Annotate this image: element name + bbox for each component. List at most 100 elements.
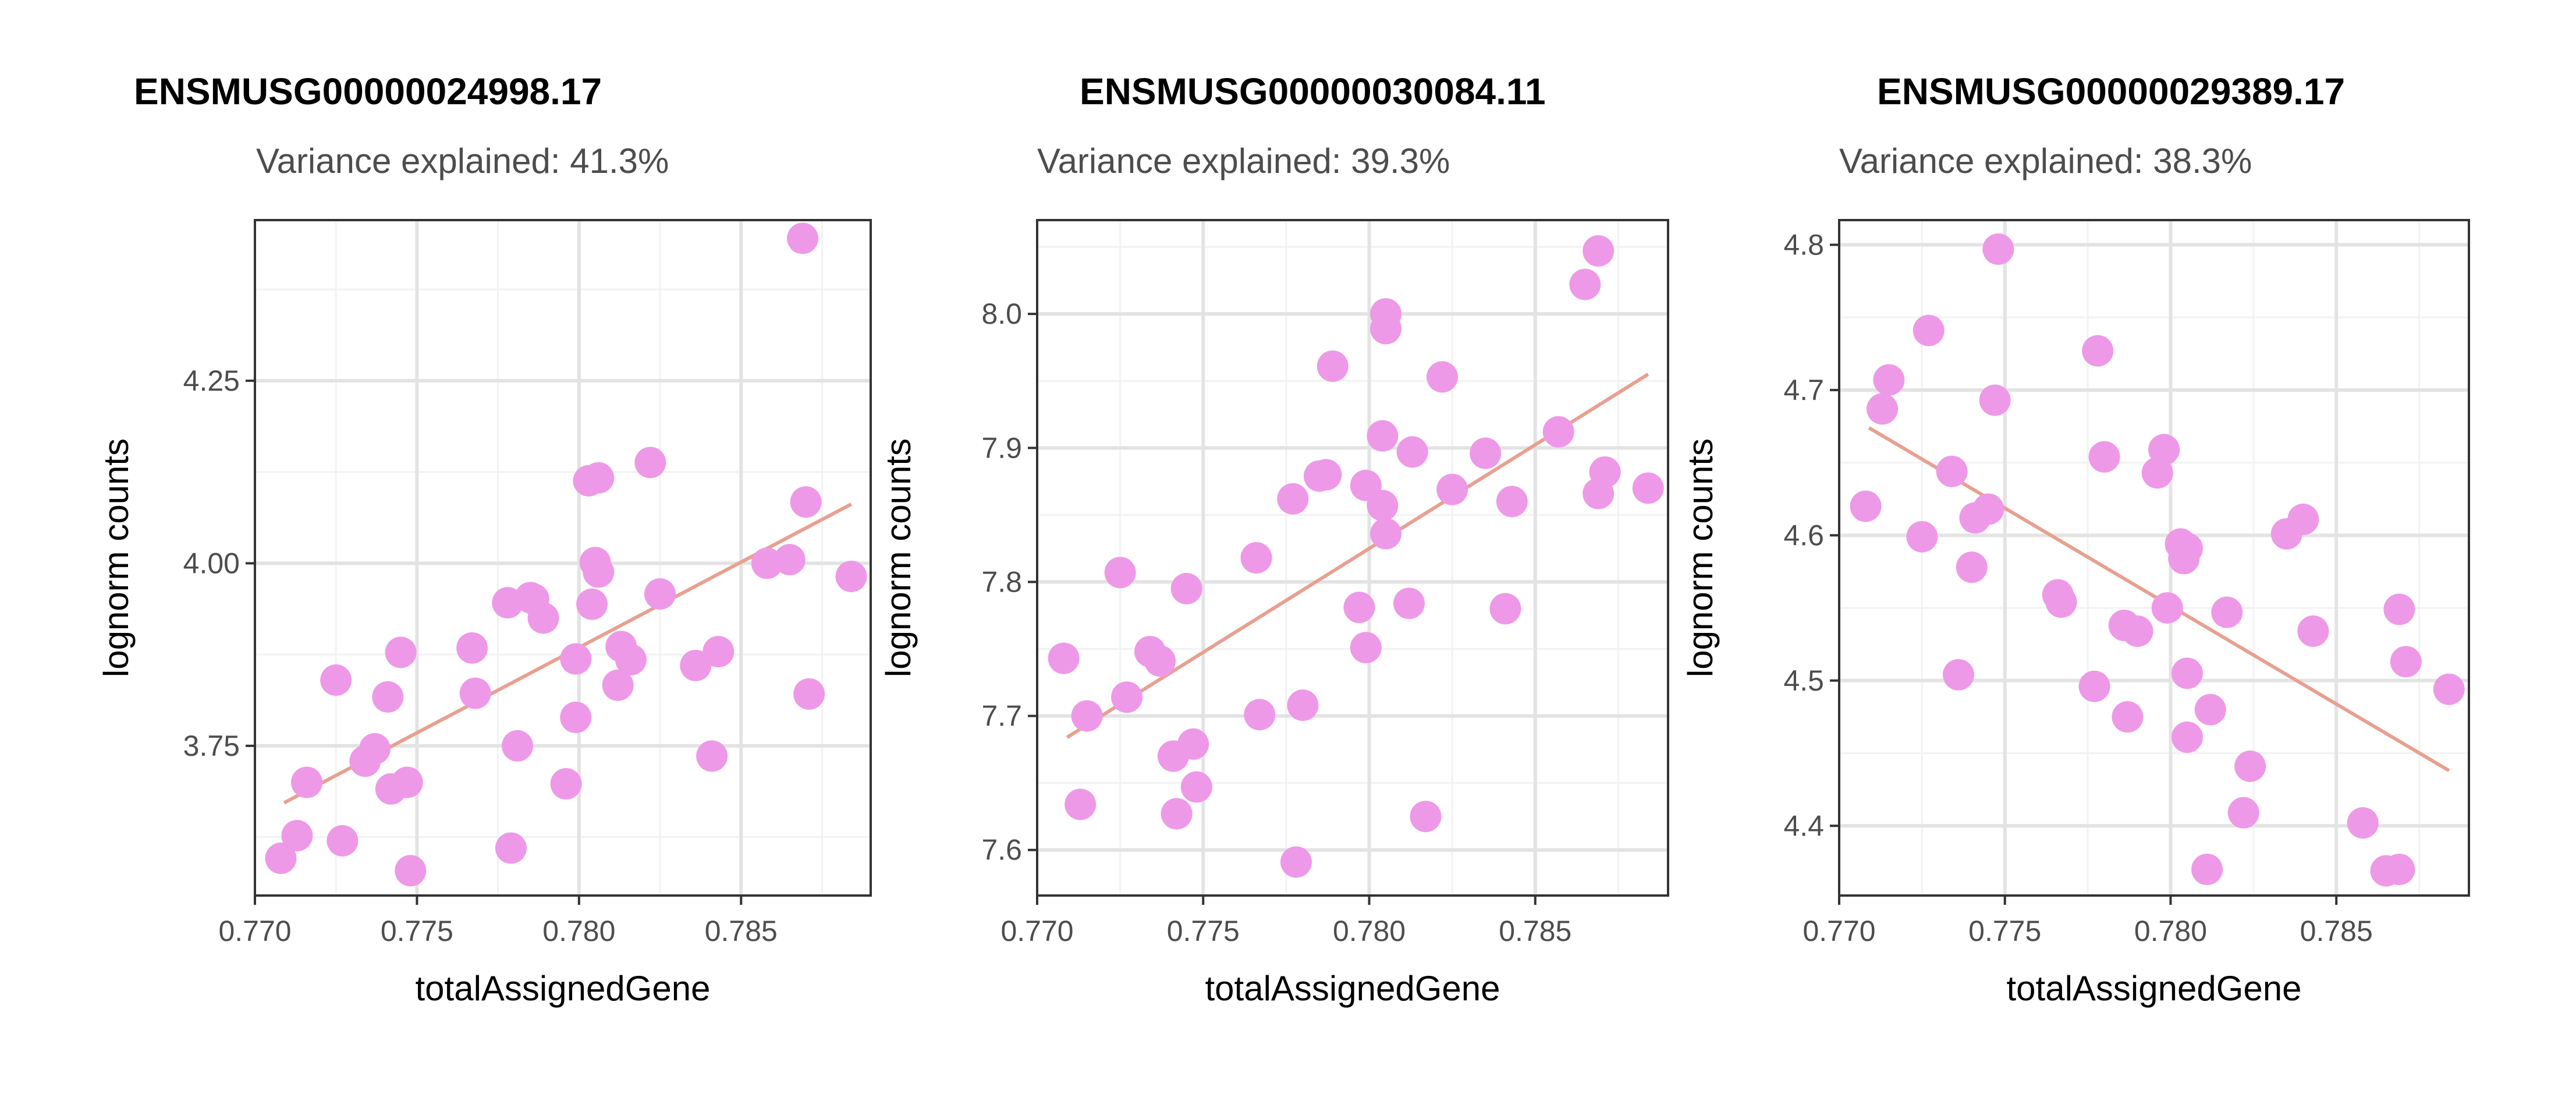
data-point [372, 681, 404, 713]
data-point [1277, 483, 1309, 515]
data-point [1065, 788, 1097, 820]
y-tick-label: 4.4 [1783, 809, 1824, 842]
data-point [291, 766, 323, 798]
data-point [583, 556, 615, 588]
data-point [527, 602, 559, 634]
scatter-plot-1: 0.770 0.775 0.780 0.785 3.75 4.00 4.25 totalAss… [97, 219, 872, 1008]
y-tick-label: 4.5 [1783, 664, 1824, 697]
data-point [2211, 596, 2243, 628]
x-tick-label: 0.780 [542, 915, 615, 947]
data-point [391, 766, 423, 798]
data-point [1943, 659, 1975, 691]
data-point [2082, 335, 2114, 367]
data-point [2171, 721, 2203, 753]
y-tick-label: 4.8 [1783, 228, 1824, 261]
data-point [327, 824, 359, 857]
data-point [1972, 493, 2004, 525]
y-tick-label: 8.0 [981, 298, 1022, 330]
data-point [1582, 235, 1615, 267]
x-tick-label: 0.775 [1167, 915, 1240, 947]
chart-panel-1: ENSMUSG00000024998.17 Variance explained… [0, 0, 872, 1097]
data-point [1280, 846, 1312, 878]
data-point [1956, 551, 1988, 583]
y-tick-label: 7.9 [981, 431, 1022, 464]
data-point [680, 649, 712, 681]
data-point [1240, 542, 1272, 574]
data-point [787, 222, 819, 254]
data-point [2234, 750, 2266, 782]
chart-subtitle: Variance explained: 39.3% [1037, 141, 1450, 181]
data-point [1489, 593, 1521, 625]
data-point [2151, 592, 2183, 624]
data-point [1350, 632, 1382, 664]
data-point [1161, 798, 1193, 830]
data-point [1071, 700, 1103, 732]
y-tick-label: 7.6 [981, 834, 1022, 866]
x-tick-label: 0.770 [218, 915, 291, 947]
data-point [1287, 689, 1319, 721]
data-point [502, 730, 534, 762]
data-point [644, 578, 676, 610]
x-tick-label: 0.770 [1000, 915, 1073, 947]
data-point [2088, 441, 2120, 473]
data-point [2297, 615, 2329, 647]
data-point [1979, 384, 2011, 416]
data-point [1470, 437, 1502, 469]
chart-title: ENSMUSG00000030084.11 [1080, 70, 1546, 112]
x-tick-label: 0.785 [705, 915, 778, 947]
data-point [1370, 518, 1402, 550]
data-point [1913, 314, 1945, 346]
data-point [1370, 298, 1402, 330]
y-tick-label: 7.7 [981, 700, 1022, 732]
data-point [696, 740, 728, 772]
data-point [550, 768, 582, 800]
data-point [583, 462, 615, 494]
data-point [1111, 681, 1143, 713]
x-tick-label: 0.785 [2300, 915, 2373, 947]
data-point [1367, 490, 1399, 522]
data-point [1867, 393, 1899, 425]
data-point [395, 855, 427, 887]
data-point [1569, 268, 1601, 300]
data-point [773, 544, 806, 576]
y-axis-title: lognorm counts [97, 438, 136, 677]
data-point [2191, 854, 2223, 886]
x-tick-label: 0.775 [381, 915, 453, 947]
data-point [602, 669, 634, 701]
data-point [1170, 572, 1202, 604]
data-point [576, 588, 608, 620]
data-point [265, 843, 297, 875]
data-point [495, 832, 527, 864]
y-tick-label: 4.6 [1783, 519, 1824, 551]
data-point [1310, 459, 1342, 491]
data-point [1632, 472, 1664, 504]
data-point [1427, 361, 1459, 393]
data-point [2148, 434, 2180, 466]
data-point [1436, 473, 1468, 505]
data-point [1396, 436, 1428, 468]
data-point [1393, 588, 1425, 620]
data-point [1982, 233, 2014, 265]
data-point [459, 677, 491, 709]
data-point [702, 636, 735, 668]
x-axis-title: totalAssignedGene [415, 969, 710, 1008]
data-point [2347, 807, 2379, 839]
data-point [560, 643, 592, 675]
y-tick-label: 7.8 [981, 565, 1022, 598]
data-point [560, 702, 592, 734]
data-point [1589, 456, 1621, 488]
data-point [1317, 350, 1349, 382]
data-point [1850, 490, 1882, 522]
data-point [385, 636, 417, 668]
data-point [2227, 797, 2259, 829]
data-point [2194, 693, 2226, 726]
x-axis-title: totalAssignedGene [1205, 969, 1500, 1008]
plot-border [1838, 219, 2470, 897]
data-point [1180, 771, 1212, 803]
data-point [2171, 532, 2203, 564]
y-axis-title: lognorm counts [1681, 438, 1720, 677]
data-point [793, 678, 825, 710]
data-point [2078, 670, 2110, 702]
